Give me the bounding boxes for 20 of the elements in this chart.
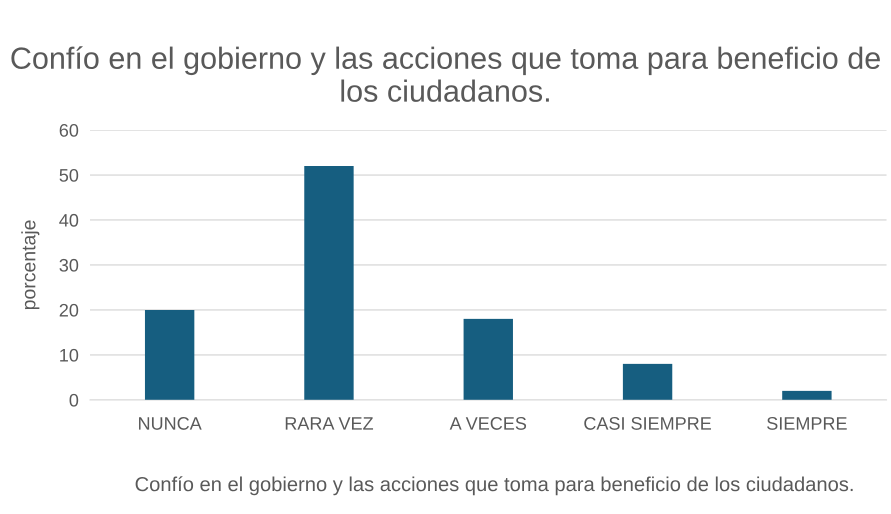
bar — [304, 166, 354, 400]
y-tick-label: 60 — [60, 124, 78, 137]
chart-title: Confío en el gobierno y las acciones que toma para beneficio de los ciudadanos. — [11, 46, 880, 102]
bar — [622, 364, 672, 400]
x-axis-title: Confío en el gobierno y las acciones que toma para beneficio de los ciudadanos. — [136, 476, 853, 496]
y-tick-label: 30 — [59, 258, 78, 272]
bar — [144, 310, 194, 400]
y-tick-label: 50 — [60, 168, 78, 182]
x-tick-label: A VECES — [450, 417, 526, 430]
bar — [782, 390, 832, 400]
x-tick-label: CASI SIEMPRE — [584, 417, 712, 430]
x-tick-label: SIEMPRE — [767, 417, 847, 430]
bar — [464, 318, 513, 400]
y-tick-label: 20 — [60, 304, 78, 317]
y-tick-label: 0 — [70, 394, 78, 407]
x-tick-label: NUNCA — [139, 417, 202, 430]
y-axis-title: porcentaje — [21, 220, 40, 310]
y-tick-label: 40 — [59, 214, 78, 227]
y-tick-label: 10 — [60, 348, 78, 362]
x-tick-label: RARA VEZ — [286, 417, 374, 430]
